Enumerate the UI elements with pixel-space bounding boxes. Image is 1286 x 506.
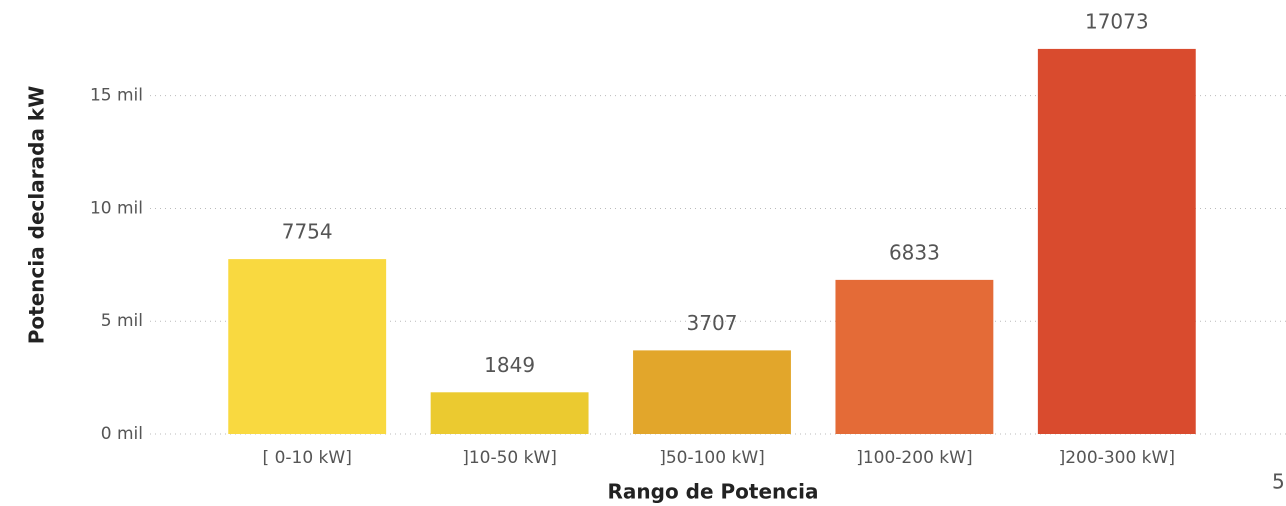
y-axis-title: Potencia declarada kW [25, 86, 49, 345]
x-axis-title: Rango de Potencia [608, 480, 819, 504]
x-tick-label: ]10-50 kW] [462, 448, 557, 468]
data-label: 7754 [282, 220, 333, 244]
bar [228, 259, 387, 434]
bar [835, 279, 994, 434]
corner-text: 5 [1272, 470, 1285, 494]
y-tick-label: 0 mil [101, 424, 143, 444]
data-label: 1849 [484, 353, 535, 377]
data-label: 17073 [1085, 9, 1149, 33]
bar [1037, 48, 1196, 435]
bar [430, 392, 589, 434]
y-tick-label: 5 mil [101, 311, 143, 331]
y-tick-label: 10 mil [90, 198, 143, 218]
x-tick-label: ]50-100 kW] [659, 448, 765, 468]
data-label: 3707 [687, 311, 738, 335]
x-tick-label: [ 0-10 kW] [263, 448, 352, 468]
data-label: 6833 [889, 240, 940, 264]
x-tick-label: ]200-300 kW] [1059, 448, 1175, 468]
x-tick-label: ]100-200 kW] [856, 448, 972, 468]
y-tick-label: 15 mil [90, 86, 143, 106]
bar [633, 350, 791, 434]
